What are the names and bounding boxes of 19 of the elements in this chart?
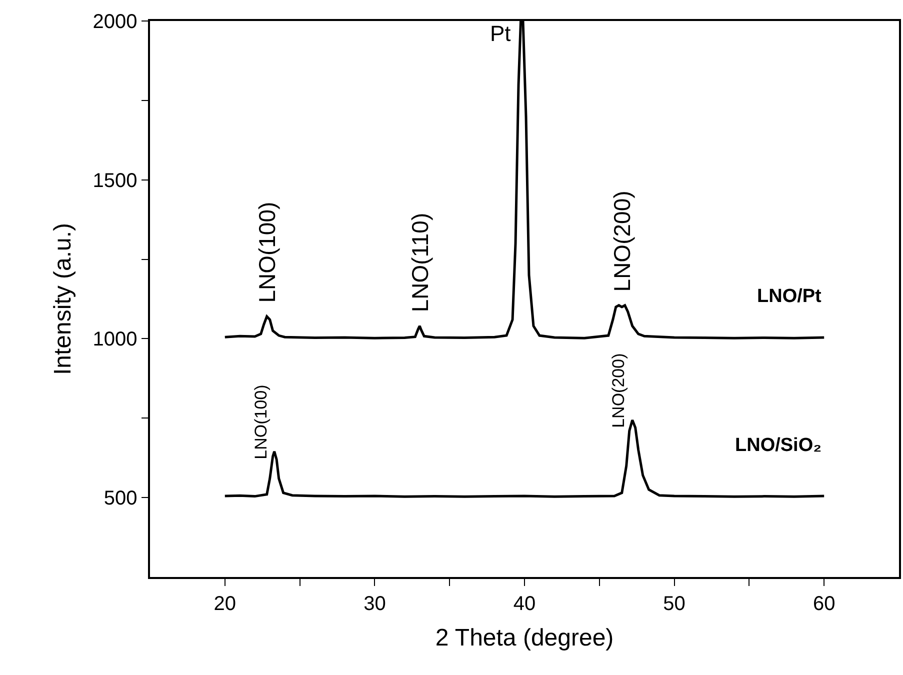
y-axis-title: Intensity (a.u.) <box>49 222 76 376</box>
annotation: LNO(200) <box>609 190 636 292</box>
y-tick-label: 2000 <box>92 11 138 33</box>
x-tick-label: 40 <box>513 592 536 615</box>
annotation: Pt <box>490 21 511 46</box>
annotation: LNO(100) <box>251 384 270 460</box>
x-tick-label: 50 <box>663 592 686 615</box>
annotation: LNO(110) <box>407 212 434 312</box>
y-tick-label: 1500 <box>92 170 138 192</box>
series-label: LNO/Pt <box>757 286 822 307</box>
y-tick-label: 500 <box>104 488 138 510</box>
x-tick-label: 20 <box>214 592 236 615</box>
x-tick-label: 60 <box>812 592 836 615</box>
annotation: LNO(100) <box>254 202 280 303</box>
annotation: LNO(200) <box>608 353 628 428</box>
y-tick-label: 1000 <box>92 328 138 351</box>
x-axis-title: 2 Theta (degree) <box>435 624 614 652</box>
text: LNO/SiO₂ <box>735 435 822 456</box>
x-tick-label: 30 <box>364 592 386 615</box>
